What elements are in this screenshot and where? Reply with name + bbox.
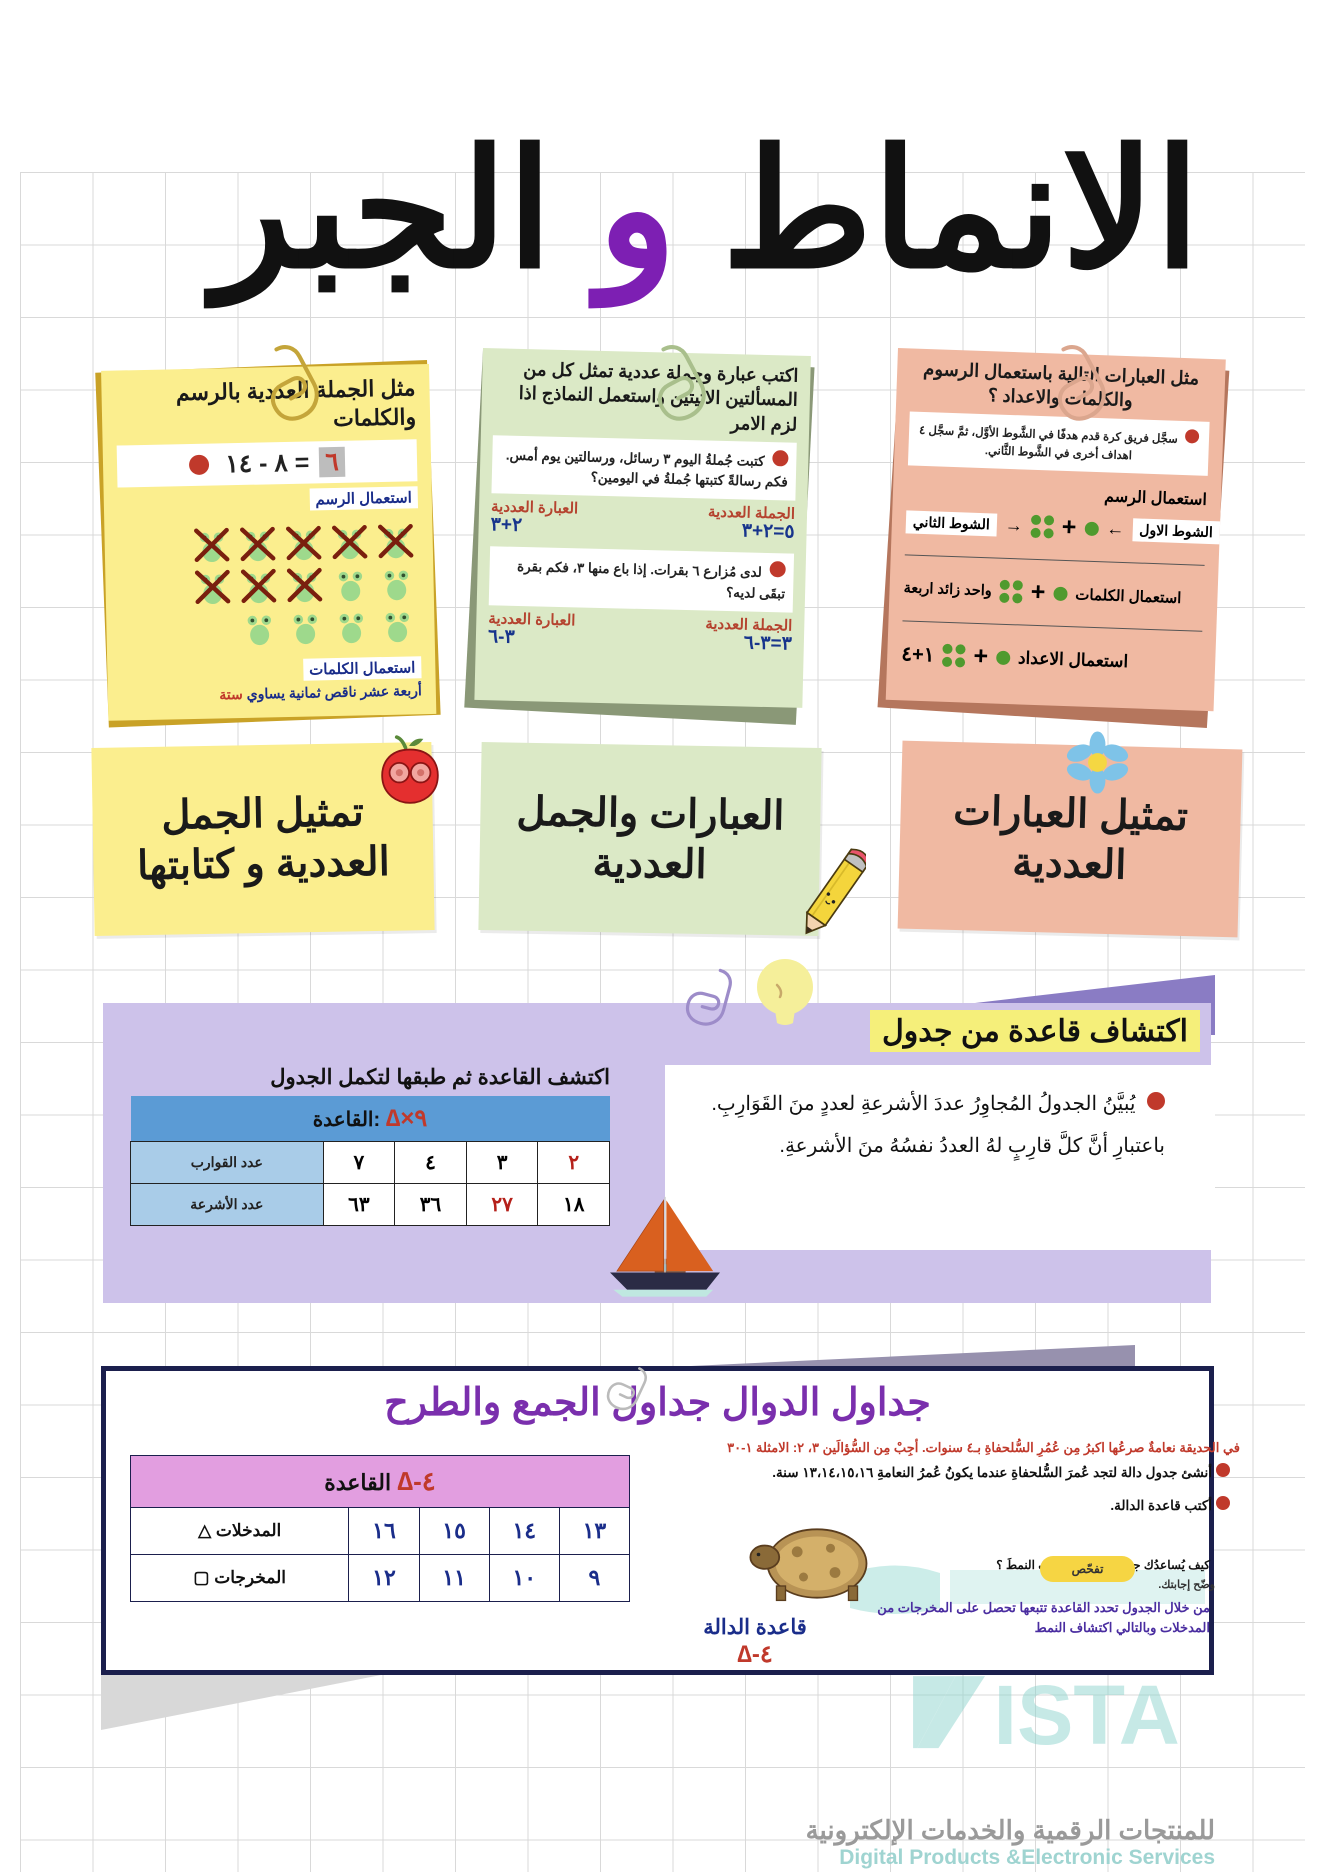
svg-text:ISTA: ISTA xyxy=(993,1667,1179,1762)
